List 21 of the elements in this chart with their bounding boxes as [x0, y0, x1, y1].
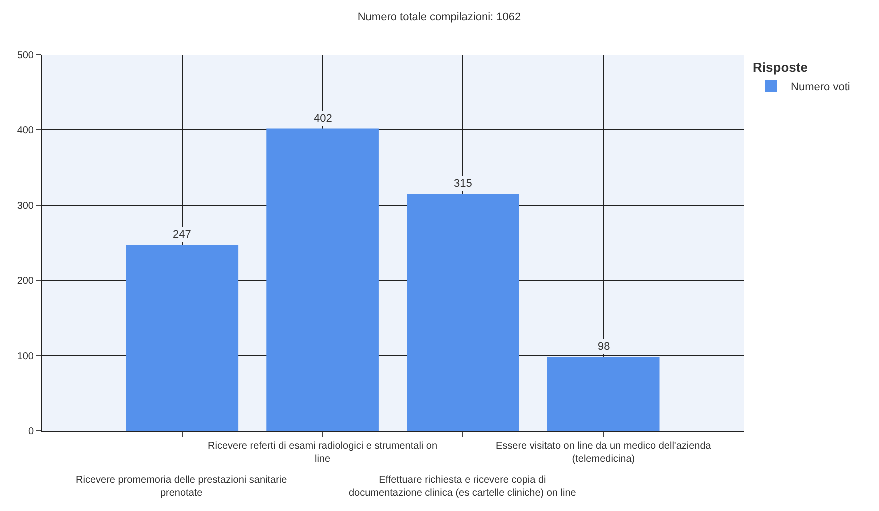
y-tick-label: 0	[28, 426, 34, 438]
bar	[547, 357, 660, 431]
bar	[266, 128, 379, 431]
data-label: 402	[314, 113, 332, 125]
legend-title: Risposte	[753, 60, 808, 75]
x-tick-label: Ricevere promemoria delle prestazioni sanitarie prenotate	[76, 475, 288, 499]
bar	[126, 245, 239, 431]
legend-label: Numero voti	[791, 82, 850, 94]
chart-title: Numero totale compilazioni: 1062	[358, 11, 522, 24]
data-label: 98	[598, 341, 610, 353]
y-tick-label: 100	[17, 351, 34, 362]
y-tick-label: 300	[17, 200, 34, 212]
x-tick-label: Essere visitato on line da un medico dell'azienda (telemedicina)	[496, 441, 712, 465]
y-tick-label: 200	[17, 276, 34, 288]
y-tick-label: 400	[17, 126, 34, 137]
bar	[407, 194, 520, 431]
x-tick-label: Effettuare richiesta e ricevere copia di documentazione clinica (es cartelle cliniche) on line	[349, 475, 577, 499]
x-tick-label: Ricevere referti di esami radiologici e strumentali on line	[208, 441, 438, 465]
data-label: 247	[173, 229, 192, 241]
y-tick-label: 500	[17, 50, 34, 62]
data-label: 315	[454, 178, 472, 190]
